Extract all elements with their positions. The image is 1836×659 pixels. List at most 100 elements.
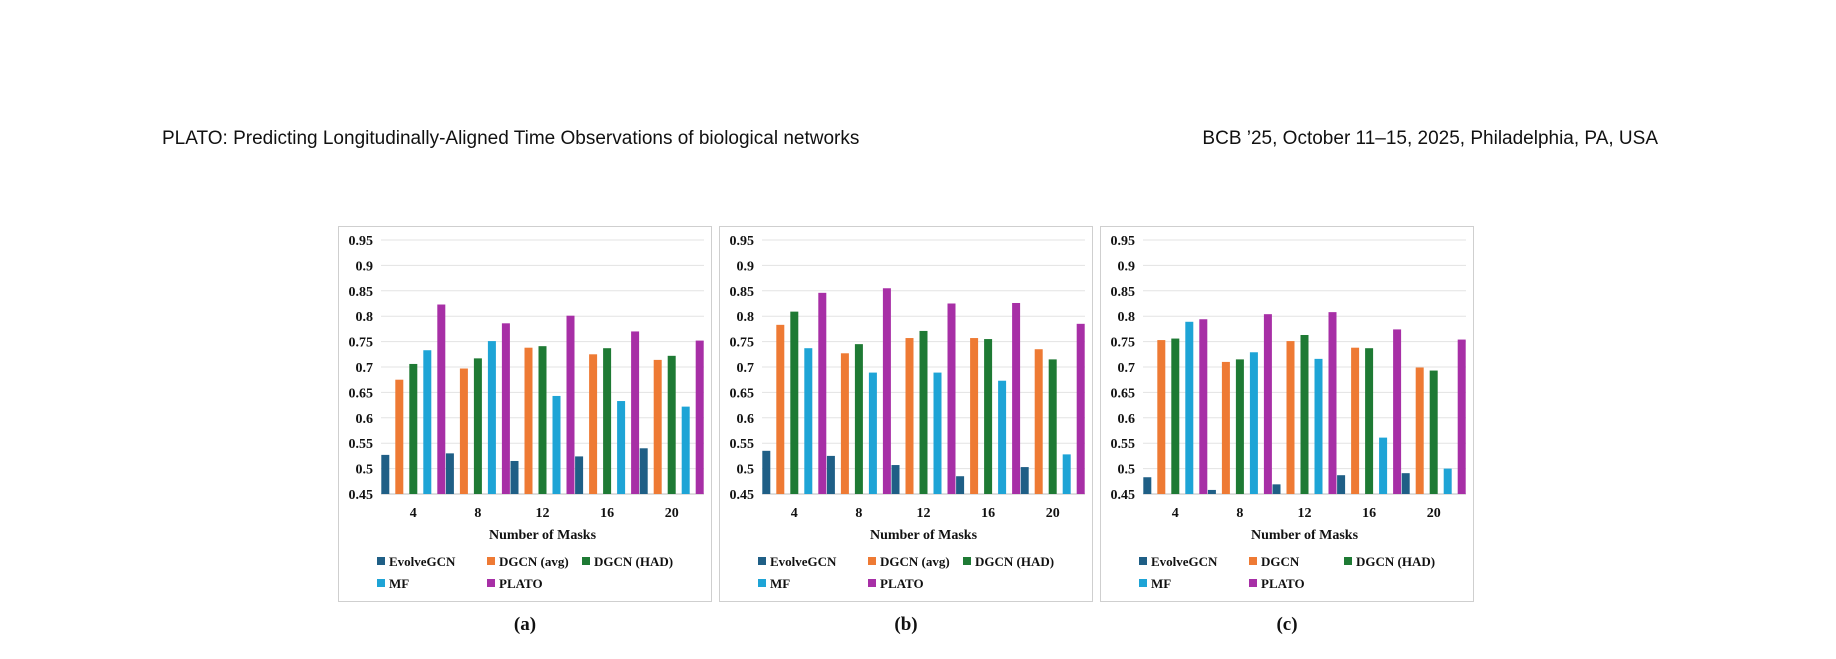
chart-panel-b: 0.95 0.9 0.85 0.8 0.75 0.7 0.65 0.6 0.55 0.5 0.45 4… bbox=[719, 226, 1093, 602]
bar-dgcn-had- bbox=[1235, 359, 1244, 494]
y-tick-label: 0.5 bbox=[737, 463, 755, 478]
bar-dgcn-had- bbox=[603, 348, 612, 494]
legend-label: MF bbox=[770, 576, 790, 591]
chart-panel-c: 0.95 0.9 0.85 0.8 0.75 0.7 0.65 0.6 0.55 0.5 0.45 4… bbox=[1100, 226, 1474, 602]
bar-dgcn-avg- bbox=[395, 379, 404, 494]
bar-mf bbox=[423, 350, 432, 494]
y-tick-label: 0.95 bbox=[1111, 234, 1136, 249]
legend-label: EvolveGCN bbox=[770, 554, 837, 569]
bar-dgcn-had- bbox=[1048, 359, 1057, 494]
legend-swatch bbox=[1139, 579, 1147, 587]
chart-panel-a: 0.95 0.9 0.85 0.8 0.75 0.7 0.65 0.6 0.55 0.5 0.45 4… bbox=[338, 226, 712, 602]
legend-swatch bbox=[868, 557, 876, 565]
bar-dgcn-had- bbox=[984, 339, 993, 494]
bar-dgcn-avg- bbox=[776, 324, 785, 494]
legend-label: DGCN (avg) bbox=[880, 554, 950, 569]
running-head-title: PLATO: Predicting Longitudinally-Aligned… bbox=[162, 128, 860, 149]
legend-label: DGCN (avg) bbox=[499, 554, 569, 569]
bar-plato bbox=[1457, 339, 1466, 494]
x-tick-label: 4 bbox=[1172, 506, 1179, 521]
bar-mf bbox=[681, 406, 690, 494]
bar-dgcn-avg- bbox=[970, 338, 979, 494]
bar-plato bbox=[501, 323, 510, 494]
bar-dgcn-had- bbox=[538, 346, 547, 494]
legend-swatch bbox=[487, 579, 495, 587]
legend-label: PLATO bbox=[880, 576, 924, 591]
x-axis-label: Number of Masks bbox=[489, 528, 597, 543]
x-tick-label: 12 bbox=[536, 506, 550, 521]
y-tick-label: 0.75 bbox=[1111, 336, 1136, 351]
bar-plato bbox=[1328, 312, 1337, 494]
x-tick-label: 12 bbox=[917, 506, 931, 521]
y-tick-label: 0.85 bbox=[730, 285, 755, 300]
bar-dgcn bbox=[1157, 340, 1166, 494]
y-tick-label: 0.65 bbox=[730, 386, 755, 401]
bar-evolvegcn bbox=[826, 455, 835, 494]
y-tick-label: 0.9 bbox=[1118, 259, 1136, 274]
y-tick-label: 0.7 bbox=[356, 361, 374, 376]
bar-evolvegcn bbox=[762, 450, 771, 494]
x-tick-label: 8 bbox=[474, 506, 481, 521]
bar-dgcn bbox=[1221, 361, 1230, 494]
y-tick-label: 0.8 bbox=[1118, 310, 1136, 325]
bar-mf bbox=[1185, 321, 1194, 494]
legend-swatch bbox=[582, 557, 590, 565]
x-tick-label: 16 bbox=[600, 506, 614, 521]
bar-plato bbox=[818, 292, 827, 494]
bar-dgcn-avg- bbox=[589, 354, 598, 494]
legend-swatch bbox=[1139, 557, 1147, 565]
bar-mf bbox=[1062, 454, 1071, 494]
bar-plato bbox=[631, 331, 640, 494]
y-tick-label: 0.65 bbox=[349, 386, 374, 401]
legend-label: MF bbox=[1151, 576, 1171, 591]
bar-dgcn-avg- bbox=[524, 347, 533, 494]
bar-evolvegcn bbox=[1143, 477, 1152, 494]
legend-label: EvolveGCN bbox=[1151, 554, 1218, 569]
bar-plato bbox=[1199, 319, 1208, 494]
y-tick-label: 0.6 bbox=[356, 412, 374, 427]
bar-evolvegcn bbox=[381, 454, 390, 494]
legend-swatch bbox=[1249, 557, 1257, 565]
bar-evolvegcn bbox=[1337, 475, 1346, 494]
bar-chart-b: 0.95 0.9 0.85 0.8 0.75 0.7 0.65 0.6 0.55 0.5 0.45 4… bbox=[730, 234, 1085, 591]
bar-dgcn-avg- bbox=[653, 359, 662, 494]
x-tick-label: 20 bbox=[1427, 506, 1441, 521]
bar-dgcn-had- bbox=[473, 358, 482, 494]
bar-chart-a: 0.95 0.9 0.85 0.8 0.75 0.7 0.65 0.6 0.55 0.5 0.45 4… bbox=[349, 234, 704, 591]
bar-plato bbox=[1076, 323, 1085, 494]
bar-dgcn-avg- bbox=[840, 353, 849, 494]
legend-swatch bbox=[758, 557, 766, 565]
bar-evolvegcn bbox=[956, 476, 965, 494]
legend-swatch bbox=[868, 579, 876, 587]
bar-mf bbox=[1314, 358, 1323, 494]
x-tick-label: 16 bbox=[981, 506, 995, 521]
bar-evolvegcn bbox=[1020, 467, 1029, 494]
bar-mf bbox=[552, 395, 561, 494]
y-tick-label: 0.55 bbox=[349, 437, 374, 452]
bar-mf bbox=[804, 348, 813, 494]
legend-label: MF bbox=[389, 576, 409, 591]
y-tick-label: 0.7 bbox=[737, 361, 755, 376]
x-tick-label: 16 bbox=[1362, 506, 1376, 521]
x-tick-label: 8 bbox=[855, 506, 862, 521]
bar-plato bbox=[566, 315, 575, 494]
x-tick-label: 12 bbox=[1298, 506, 1312, 521]
bar-dgcn bbox=[1351, 347, 1360, 494]
x-tick-label: 4 bbox=[791, 506, 798, 521]
legend-swatch bbox=[758, 579, 766, 587]
bar-dgcn-had- bbox=[790, 311, 799, 494]
bar-mf bbox=[1443, 468, 1452, 494]
bar-mf bbox=[487, 341, 496, 494]
legend-swatch bbox=[1344, 557, 1352, 565]
bar-dgcn-had- bbox=[1171, 338, 1180, 494]
bar-plato bbox=[1263, 314, 1272, 494]
y-tick-label: 0.95 bbox=[349, 234, 374, 249]
y-tick-label: 0.75 bbox=[730, 336, 755, 351]
legend-label: DGCN (HAD) bbox=[1356, 554, 1435, 569]
bar-plato bbox=[947, 303, 956, 494]
legend-label: PLATO bbox=[499, 576, 543, 591]
y-tick-label: 0.5 bbox=[1118, 463, 1136, 478]
legend-label: DGCN (HAD) bbox=[975, 554, 1054, 569]
bar-dgcn-had- bbox=[1300, 334, 1309, 494]
legend-swatch bbox=[963, 557, 971, 565]
